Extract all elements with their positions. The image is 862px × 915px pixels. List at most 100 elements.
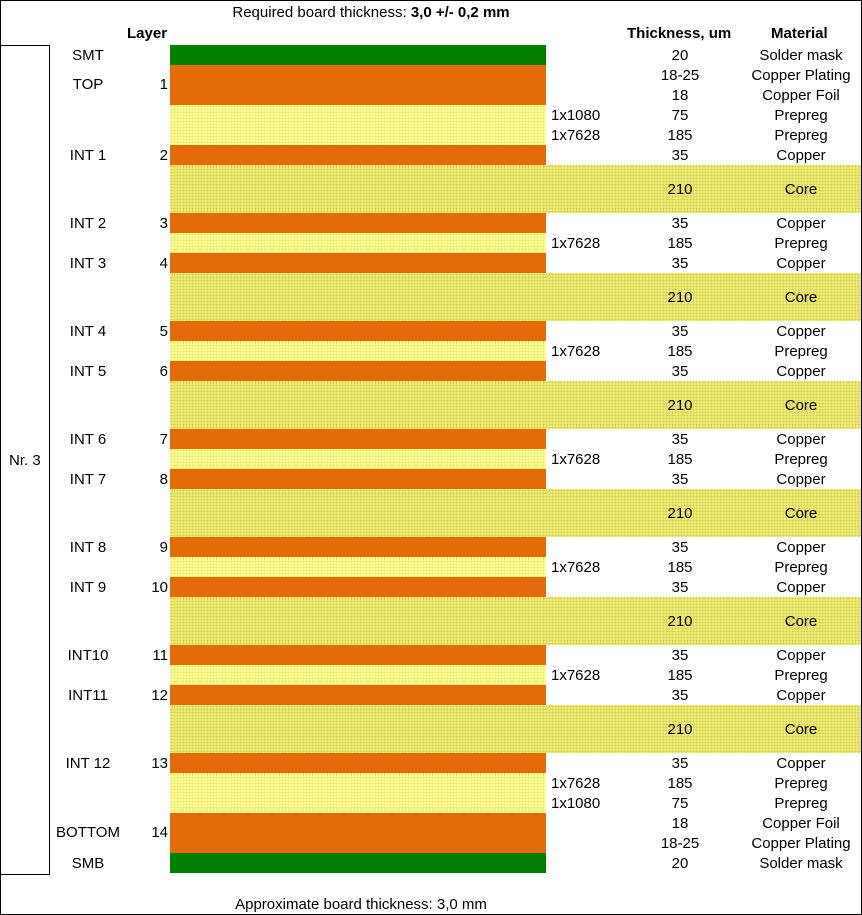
thickness-value: 20 xyxy=(671,47,689,64)
thickness-value: 18 xyxy=(671,815,689,832)
approximate-thickness: Approximate board thickness: 3,0 mm xyxy=(235,896,487,913)
material-name: Copper xyxy=(776,539,826,556)
core-layer xyxy=(170,597,861,645)
thickness-value: 35 xyxy=(671,215,689,232)
thickness-value: 35 xyxy=(671,579,689,596)
glass-style: 1x7628 xyxy=(551,559,601,576)
glass-style: 1x7628 xyxy=(551,775,601,792)
layer-name: INT 8 xyxy=(69,539,107,556)
material-name: Solder mask xyxy=(759,47,843,64)
thickness-column-header: Thickness, um xyxy=(627,25,732,42)
glass-style: 1x7628 xyxy=(551,667,601,684)
copper-layer xyxy=(170,685,546,705)
layer-number: 14 xyxy=(151,824,168,841)
thickness-value: 35 xyxy=(671,255,689,272)
material-name: Prepreg xyxy=(774,343,828,360)
solder-mask-bottom-layer xyxy=(170,853,546,873)
layer-number: 8 xyxy=(159,471,168,488)
copper-bottom-layer xyxy=(170,813,546,853)
glass-style: 1x1080 xyxy=(551,795,601,812)
material-name: Prepreg xyxy=(774,107,828,124)
required-thickness-label: Required board thickness: xyxy=(232,4,407,21)
material-name: Copper xyxy=(776,579,826,596)
layer-number: 4 xyxy=(159,255,168,272)
thickness-value: 185 xyxy=(667,343,693,360)
layer-number: 9 xyxy=(159,539,168,556)
layer-name: INT 9 xyxy=(69,579,107,596)
layer-number: 12 xyxy=(151,687,168,704)
thickness-value: 35 xyxy=(671,687,689,704)
core-layer xyxy=(170,273,861,321)
material-name: Core xyxy=(784,721,818,738)
material-name: Copper Foil xyxy=(762,87,840,104)
prepreg-layer xyxy=(170,773,546,813)
material-name: Copper xyxy=(776,471,826,488)
material-name: Copper xyxy=(776,215,826,232)
thickness-value: 185 xyxy=(667,775,693,792)
layer-number: 2 xyxy=(159,147,168,164)
required-thickness-value: 3,0 +/- 0,2 mm xyxy=(410,4,510,21)
glass-style: 1x7628 xyxy=(551,451,601,468)
thickness-value: 185 xyxy=(667,667,693,684)
glass-style: 1x7628 xyxy=(551,127,601,144)
thickness-value: 18-25 xyxy=(660,67,700,84)
material-name: Core xyxy=(784,289,818,306)
thickness-value: 35 xyxy=(671,755,689,772)
prepreg-layer xyxy=(170,449,546,469)
material-name: Copper xyxy=(776,363,826,380)
thickness-value: 35 xyxy=(671,539,689,556)
prepreg-layer xyxy=(170,665,546,685)
layer-name: INT 6 xyxy=(69,431,107,448)
copper-layer xyxy=(170,429,546,449)
layer-name: INT 1 xyxy=(69,147,107,164)
prepreg-layer xyxy=(170,105,546,145)
layer-number: 1 xyxy=(159,76,168,93)
material-name: Prepreg xyxy=(774,775,828,792)
material-name: Copper xyxy=(776,647,826,664)
copper-layer xyxy=(170,145,546,165)
solder-mask-top-layer xyxy=(170,45,546,65)
thickness-value: 75 xyxy=(671,795,689,812)
thickness-value: 210 xyxy=(667,721,693,738)
material-name: Copper xyxy=(776,323,826,340)
thickness-value: 18 xyxy=(671,87,689,104)
material-name: Solder mask xyxy=(759,855,843,872)
thickness-value: 35 xyxy=(671,323,689,340)
copper-layer xyxy=(170,469,546,489)
layer-name: INT11 xyxy=(68,687,108,704)
material-name: Copper Plating xyxy=(751,67,851,84)
core-layer xyxy=(170,381,861,429)
thickness-value: 35 xyxy=(671,471,689,488)
thickness-value: 75 xyxy=(671,107,689,124)
layer-number: 7 xyxy=(159,431,168,448)
material-name: Prepreg xyxy=(774,795,828,812)
layer-number: 11 xyxy=(152,647,168,664)
layer-number: 5 xyxy=(159,323,168,340)
thickness-value: 35 xyxy=(671,147,689,164)
layer-name: INT10 xyxy=(67,647,109,664)
material-name: Copper xyxy=(776,255,826,272)
copper-layer xyxy=(170,321,546,341)
thickness-value: 35 xyxy=(671,363,689,380)
layer-name: INT 5 xyxy=(69,363,107,380)
material-name: Copper xyxy=(776,755,826,772)
material-name: Prepreg xyxy=(774,667,828,684)
material-name: Core xyxy=(784,181,818,198)
prepreg-layer xyxy=(170,557,546,577)
required-thickness: Required board thickness: 3,0 +/- 0,2 mm xyxy=(1,4,741,21)
layer-number: 10 xyxy=(151,579,168,596)
layer-number: 13 xyxy=(151,755,168,772)
material-name: Prepreg xyxy=(774,559,828,576)
layer-name: INT 12 xyxy=(65,755,111,772)
copper-layer xyxy=(170,577,546,597)
thickness-value: 210 xyxy=(667,397,693,414)
thickness-value: 210 xyxy=(667,181,693,198)
copper-layer xyxy=(170,361,546,381)
layer-column-header: Layer xyxy=(127,25,168,42)
thickness-value: 210 xyxy=(667,289,693,306)
stack-bracket xyxy=(1,45,50,875)
thickness-value: 18-25 xyxy=(660,835,700,852)
copper-layer xyxy=(170,253,546,273)
material-name: Copper xyxy=(776,431,826,448)
